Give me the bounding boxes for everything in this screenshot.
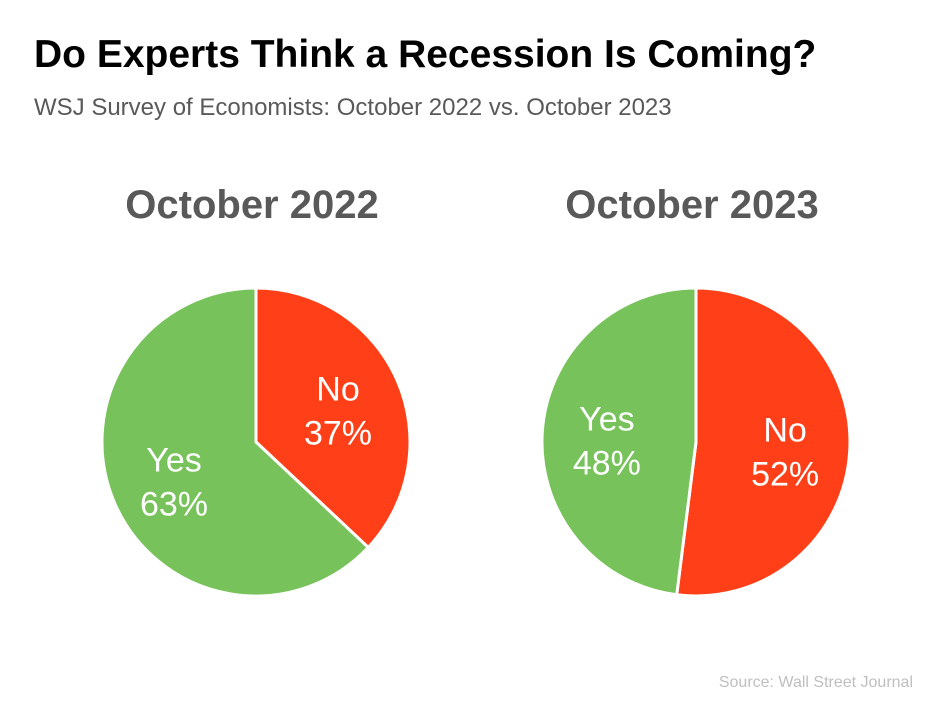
pie-chart-october-2023: October 2023 No 52% Yes 48% xyxy=(540,183,852,598)
pie-slice-no xyxy=(254,286,412,549)
chart-title: October 2022 xyxy=(125,183,378,227)
page-subtitle: WSJ Survey of Economists: October 2022 v… xyxy=(34,94,672,121)
pie-chart-october-2022: October 2022 No 37% Yes 63% xyxy=(100,183,412,598)
pie-slice-yes xyxy=(100,286,370,598)
slice-label-no: No xyxy=(763,412,806,450)
pie-slice-no xyxy=(675,286,852,598)
slice-value-yes: 63% xyxy=(140,486,208,524)
slice-value-yes: 48% xyxy=(573,444,641,482)
slice-value-no: 52% xyxy=(751,456,819,494)
slice-value-no: 37% xyxy=(304,415,372,453)
pie-slice-yes xyxy=(540,286,698,597)
slice-label-no: No xyxy=(316,371,359,409)
chart-title: October 2023 xyxy=(565,183,818,227)
page-title: Do Experts Think a Recession Is Coming? xyxy=(34,33,817,76)
slice-label-yes: Yes xyxy=(146,442,201,480)
source-note: Source: Wall Street Journal xyxy=(718,674,913,691)
slice-label-yes: Yes xyxy=(579,400,634,438)
